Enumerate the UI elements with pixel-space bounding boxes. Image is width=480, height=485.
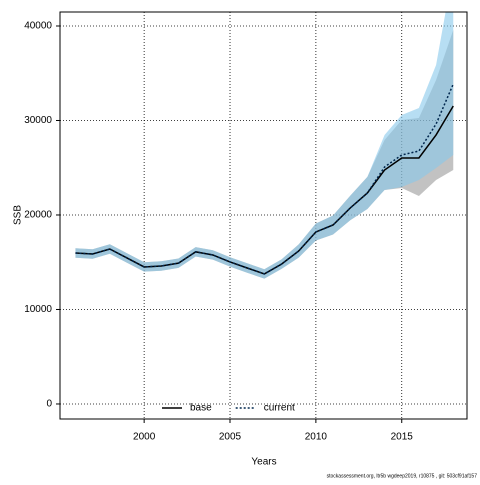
- y-tick-label: 30000: [24, 115, 52, 126]
- legend-label: current: [264, 403, 295, 414]
- x-tick-label: 2000: [133, 432, 156, 443]
- y-axis-label: SSB: [13, 205, 24, 225]
- footer: stockassessment.org, ltr5b wgdeep2019, r…: [327, 473, 478, 479]
- y-tick-label: 20000: [24, 210, 52, 221]
- confidence-band: [75, 12, 454, 279]
- y-tick-label: 10000: [24, 304, 52, 315]
- x-tick-label: 2010: [305, 432, 328, 443]
- plot-area: [75, 12, 454, 279]
- y-tick-label: 0: [46, 399, 52, 410]
- x-axis-label: Years: [251, 457, 276, 468]
- plot-frame: [59, 11, 468, 420]
- y-tick-label: 40000: [24, 21, 52, 32]
- series-line: [75, 83, 454, 275]
- x-tick-label: 2015: [391, 432, 414, 443]
- x-tick-label: 2005: [219, 432, 242, 443]
- legend-label: base: [190, 403, 212, 414]
